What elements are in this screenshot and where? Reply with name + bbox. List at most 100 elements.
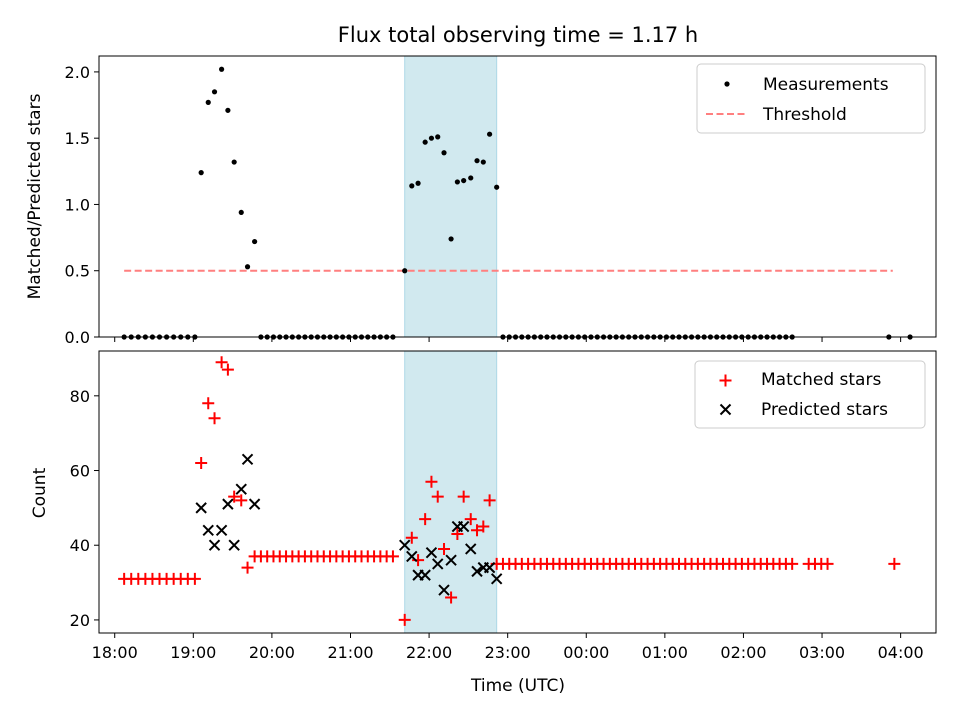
measurement-point — [409, 183, 415, 189]
matched-star-point — [241, 561, 254, 574]
bottom-y-tick-label: 80 — [70, 387, 90, 406]
predicted-star-point — [406, 550, 418, 563]
matched-star-point — [235, 494, 248, 507]
measurement-point — [252, 238, 258, 245]
predicted-star-point — [438, 584, 450, 596]
bottom-y-tick-label: 40 — [70, 536, 90, 555]
top-legend: Measurements Threshold — [696, 63, 926, 134]
predicted-star-point — [490, 573, 503, 585]
legend-measurements-marker — [724, 81, 730, 87]
measurement-point — [428, 135, 435, 141]
matched-star-point — [888, 557, 901, 570]
measurement-point — [211, 89, 218, 95]
chart-title: Flux total observing time = 1.17 h — [338, 23, 698, 47]
predicted-star-point — [195, 502, 207, 514]
measurement-point — [461, 177, 467, 184]
bottom-y-tick-label: 60 — [70, 462, 90, 481]
bottom-x-tick-label: 21:00 — [327, 643, 373, 662]
measurement-point — [198, 170, 204, 176]
measurement-point — [402, 268, 408, 274]
matched-star-point — [386, 550, 399, 563]
bottom-x-tick-label: 01:00 — [642, 643, 688, 662]
bottom-x-tick-label: 19:00 — [170, 643, 216, 662]
bottom-panel-counts: 20 40 60 80 18:00 19:00 20:00 21:00 22:00 23:00 00… — [70, 350, 937, 662]
matched-star-point — [195, 457, 208, 470]
measurement-point — [225, 107, 231, 113]
legend-matched-marker — [719, 374, 732, 387]
legend-matched-label: Matched stars — [761, 370, 881, 390]
predicted-star-point — [228, 539, 240, 551]
bottom-x-tick-label: 23:00 — [485, 643, 531, 662]
predicted-star-point — [471, 565, 483, 578]
matched-star-point — [483, 494, 496, 507]
legend-threshold-label: Threshold — [762, 105, 847, 125]
predicted-star-point — [248, 498, 261, 510]
matched-star-point — [221, 363, 234, 376]
bottom-axes-frame — [98, 350, 937, 634]
predicted-star-point — [208, 539, 221, 551]
matched-star-point — [215, 356, 228, 369]
predicted-star-point — [457, 520, 470, 533]
matched-star-point — [438, 542, 451, 555]
measurement-point — [480, 159, 486, 165]
matched-star-point — [431, 490, 444, 503]
top-y-axis-label: Matched/Predicted stars — [25, 93, 45, 299]
predicted-star-point — [483, 561, 496, 574]
matched-star-point — [477, 520, 490, 533]
bottom-y-tick-label: 20 — [70, 611, 90, 630]
matched-star-point — [202, 397, 215, 410]
measurement-point — [219, 66, 225, 72]
matched-star-point — [188, 572, 201, 585]
bottom-highlight-span — [404, 350, 498, 634]
top-y-tick-label: 0.5 — [65, 262, 90, 281]
predicted-star-point — [419, 569, 431, 581]
matched-star-point — [464, 513, 477, 526]
bottom-x-tick-label: 02:00 — [720, 643, 766, 662]
top-legend-frame — [696, 63, 926, 134]
matched-star-point — [228, 490, 241, 503]
top-y-tick-label: 2.0 — [65, 63, 90, 82]
bottom-x-tick-label: 18:00 — [92, 643, 138, 662]
bottom-x-tick-label: 20:00 — [249, 643, 295, 662]
predicted-star-point — [432, 558, 444, 570]
predicted-star-point — [215, 524, 228, 536]
measurement-point — [454, 179, 460, 185]
top-y-tick-label: 0.0 — [65, 328, 90, 347]
measurement-point — [474, 158, 480, 164]
predicted-star-point — [465, 543, 477, 555]
matched-star-point — [208, 412, 221, 425]
measurement-point — [244, 264, 251, 270]
x-axis-label: Time (UTC) — [470, 676, 565, 696]
measurement-point — [205, 99, 211, 105]
predicted-star-point — [235, 483, 247, 495]
measurement-point — [238, 209, 244, 216]
bottom-x-tick-label: 22:00 — [406, 643, 452, 662]
legend-measurements-label: Measurements — [763, 75, 889, 95]
predicted-star-point — [222, 498, 234, 510]
measurement-point — [422, 139, 428, 145]
bottom-legend: Matched stars Predicted stars — [694, 360, 926, 429]
bottom-y-axis-label: Count — [30, 467, 50, 518]
measurement-point — [494, 184, 500, 190]
measurement-point — [435, 134, 441, 140]
matched-star-point — [821, 557, 834, 570]
matched-star-point — [425, 475, 438, 488]
top-highlight-span — [404, 55, 498, 338]
matched-star-point — [471, 524, 484, 537]
measurement-point — [415, 180, 421, 186]
top-y-tick-label: 1.0 — [65, 195, 90, 214]
matched-star-point — [457, 490, 470, 503]
legend-predicted-marker — [719, 403, 732, 416]
bottom-x-tick-label: 03:00 — [799, 643, 845, 662]
bottom-legend-frame — [694, 360, 926, 429]
top-y-tick-label: 1.5 — [65, 129, 90, 148]
measurement-point — [468, 175, 474, 181]
top-panel-ratio: 0.0 0.5 1.0 1.5 2.0 — [65, 55, 937, 347]
predicted-star-point — [241, 453, 254, 466]
matched-star-point — [412, 554, 425, 567]
measurement-point — [487, 131, 493, 137]
legend-predicted-label: Predicted stars — [761, 400, 888, 420]
matched-star-point — [419, 513, 432, 526]
matched-star-point — [398, 613, 411, 626]
